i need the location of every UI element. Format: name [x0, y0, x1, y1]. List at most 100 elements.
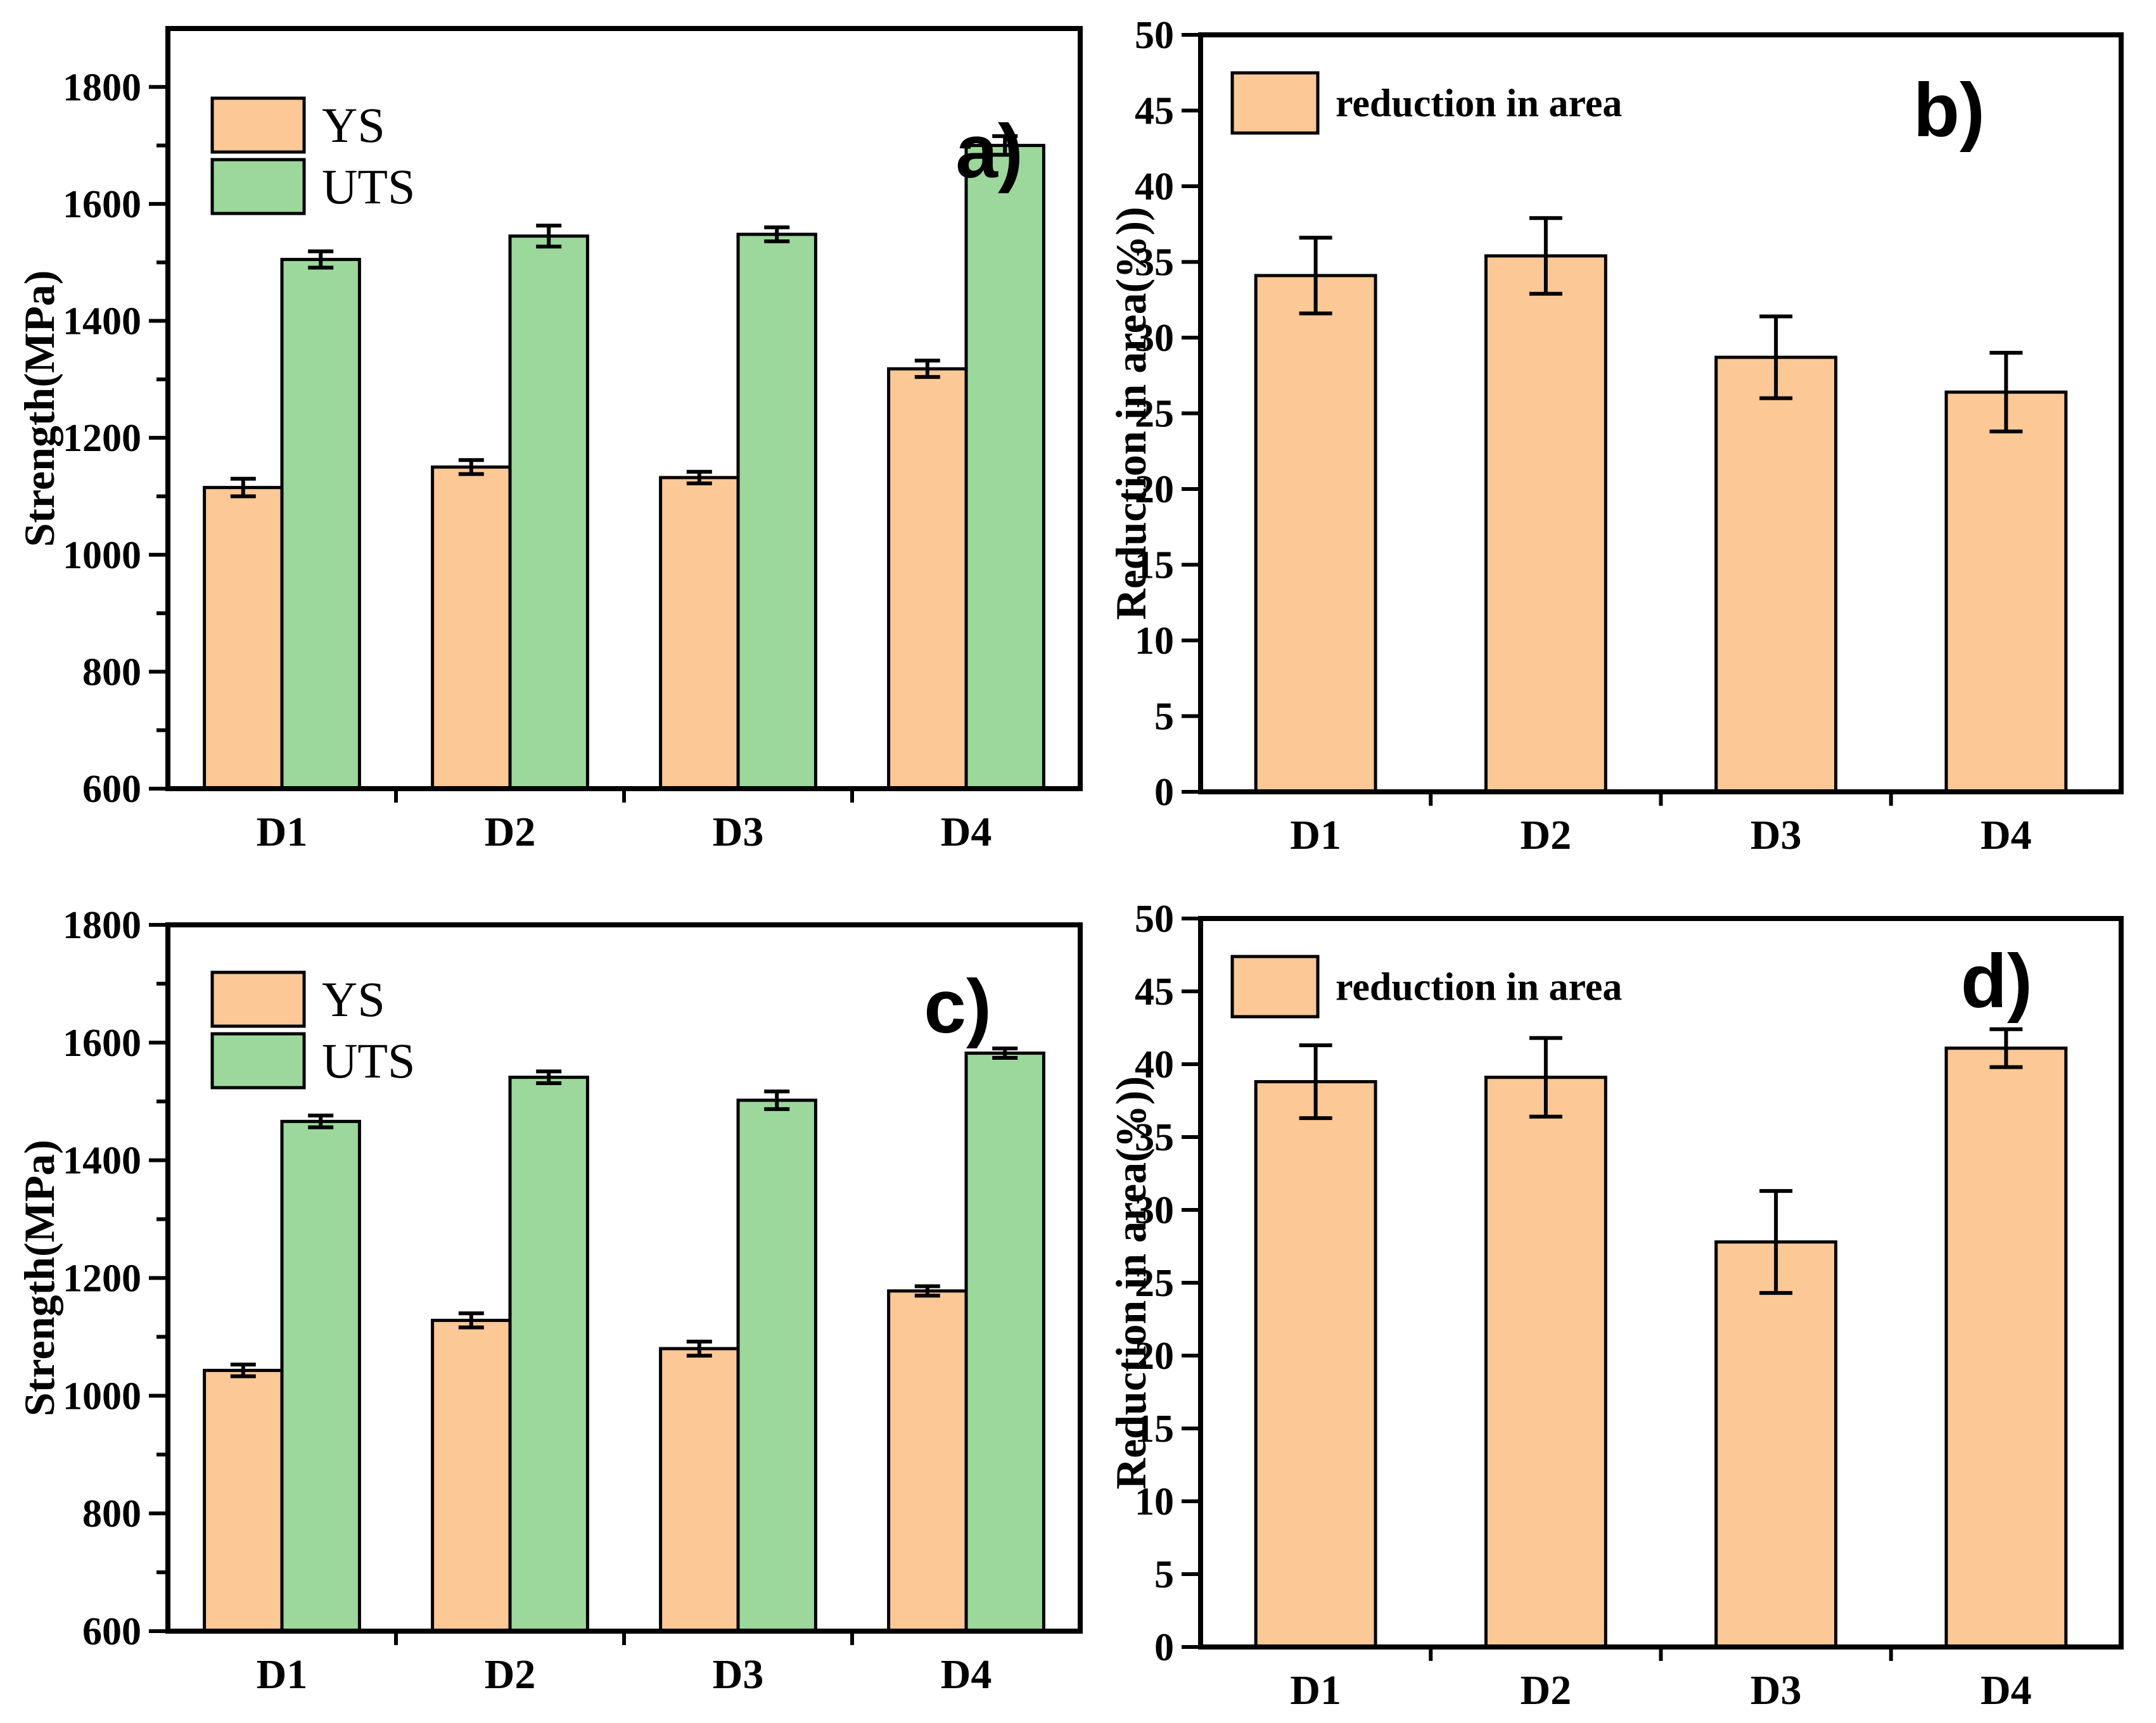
- bar-reduction-in-area-D2: [1484, 1076, 1607, 1649]
- y-tick-label-50: 50: [1135, 898, 1174, 941]
- y-axis-title: Reduction in area(%)): [1109, 207, 1155, 620]
- y-tick-label-15: 15: [1135, 1408, 1174, 1451]
- x-category-label-D1: D1: [1290, 1667, 1341, 1713]
- error-bar-reduction-in-area-D2: [1529, 1036, 1562, 1119]
- y-tick-label-45: 45: [1135, 970, 1174, 1014]
- chart-panel-d: D1 D2 D3 D4 0 5 10 15 20 25 30 35 40 45 50 Reduction in…: [1107, 862, 2156, 1720]
- panel-letter-d: d): [1961, 939, 2032, 1024]
- bars-group: [1254, 216, 2068, 794]
- bar-YS-D4: [887, 1289, 968, 1633]
- error-bar-YS-D4: [914, 359, 940, 379]
- x-category-label-D3: D3: [1751, 1667, 1802, 1713]
- x-category-label-D4: D4: [1981, 1667, 2032, 1713]
- y-axis-ticks: [1182, 917, 1201, 1649]
- error-bar-YS-D2: [458, 1311, 484, 1330]
- chart-svg-b: D1 D2 D3 D4 0 5 10 15 20 25 30 35 40 45 50 Reduction in…: [1107, 0, 2156, 862]
- chart-panel-a: D1 D2 D3 D4 600 800 1000 1200 1400 1600 1800 Streng…: [6, 0, 1109, 862]
- bar-YS-D3: [659, 476, 740, 791]
- legend: YS UTS: [210, 970, 415, 1090]
- error-bar-YS-D3: [686, 1339, 712, 1358]
- y-tick-label-600: 600: [82, 768, 141, 811]
- x-category-label-D4: D4: [941, 809, 992, 855]
- chart-panel-c: D1 D2 D3 D4 600 800 1000 1200 1400 1600 1800 Streng…: [6, 862, 1109, 1720]
- bar-YS-D1: [203, 1368, 284, 1633]
- legend-swatch-YS: [210, 970, 306, 1028]
- y-axis-title: Strength(MPa): [15, 1140, 63, 1416]
- bars-group: [1254, 1027, 2068, 1649]
- x-category-label-D2: D2: [485, 809, 536, 855]
- x-category-label-D4: D4: [1981, 812, 2032, 858]
- bar-reduction-in-area-D4: [1944, 390, 2068, 794]
- bar-YS-D2: [431, 1318, 512, 1633]
- y-tick-label-1600: 1600: [63, 1022, 141, 1065]
- chart-panel-b: D1 D2 D3 D4 0 5 10 15 20 25 30 35 40 45 50 Reduction in…: [1107, 0, 2156, 862]
- legend-label-reduction-in-area: reduction in area: [1336, 966, 1622, 1009]
- y-tick-label-20: 20: [1135, 468, 1174, 511]
- error-bar-YS-D1: [230, 1363, 256, 1378]
- y-axis-title: Strength(MPa): [15, 270, 63, 547]
- bar-reduction-in-area-D1: [1254, 274, 1377, 794]
- error-bar-UTS-D2: [536, 224, 562, 249]
- x-category-label-D4: D4: [941, 1651, 992, 1698]
- error-bar-UTS-D2: [536, 1069, 562, 1085]
- error-bar-UTS-D3: [764, 1089, 790, 1111]
- legend-swatch-reduction-in-area: [1230, 955, 1320, 1019]
- error-bar-YS-D2: [458, 458, 484, 476]
- error-bar-reduction-in-area-D3: [1759, 314, 1793, 400]
- y-tick-label-1800: 1800: [63, 904, 141, 947]
- x-category-label-D3: D3: [1751, 812, 1802, 858]
- y-tick-label-800: 800: [82, 1492, 141, 1535]
- legend-swatch-YS: [210, 96, 306, 154]
- bar-UTS-D3: [736, 232, 817, 791]
- plot-border: [1198, 32, 2124, 794]
- y-tick-label-10: 10: [1135, 1480, 1174, 1523]
- y-tick-label-20: 20: [1135, 1335, 1174, 1378]
- y-tick-label-800: 800: [82, 651, 141, 694]
- y-tick-label-30: 30: [1135, 1189, 1174, 1232]
- y-axis-title: Reduction in area(%)): [1109, 1076, 1155, 1489]
- y-tick-label-1400: 1400: [63, 300, 141, 343]
- bar-YS-D3: [659, 1347, 740, 1633]
- chart-svg-a: D1 D2 D3 D4 600 800 1000 1200 1400 1600 1800 Streng…: [6, 0, 1109, 862]
- bar-YS-D2: [431, 465, 512, 791]
- y-tick-label-1000: 1000: [63, 534, 141, 577]
- panel-letter-c: c): [924, 964, 992, 1049]
- bar-reduction-in-area-D3: [1714, 1240, 1838, 1649]
- panel-letter-b: b): [1913, 68, 1985, 153]
- x-category-label-D2: D2: [485, 1651, 536, 1698]
- error-bar-reduction-in-area-D1: [1299, 236, 1332, 315]
- y-tick-label-5: 5: [1154, 1553, 1174, 1596]
- y-axis-ticks: [1182, 33, 1201, 794]
- error-bar-YS-D1: [230, 476, 256, 499]
- bar-YS-D1: [203, 486, 284, 791]
- error-bar-YS-D4: [914, 1284, 940, 1298]
- y-tick-label-1600: 1600: [63, 183, 141, 226]
- legend-label-YS: YS: [322, 972, 385, 1027]
- bar-UTS-D2: [508, 234, 589, 791]
- y-tick-label-25: 25: [1135, 393, 1174, 436]
- error-bar-UTS-D4: [992, 134, 1018, 157]
- error-bar-UTS-D1: [308, 1114, 334, 1129]
- bars-group: [203, 134, 1045, 791]
- bar-YS-D4: [887, 367, 968, 791]
- bars-group: [203, 1046, 1045, 1633]
- error-bar-reduction-in-area-D2: [1529, 216, 1562, 296]
- chart-svg-d: D1 D2 D3 D4 0 5 10 15 20 25 30 35 40 45 50 Reduction in…: [1107, 862, 2156, 1720]
- y-tick-label-40: 40: [1135, 1043, 1174, 1086]
- x-category-label-D1: D1: [257, 1651, 308, 1698]
- bar-reduction-in-area-D4: [1944, 1046, 2068, 1649]
- bar-UTS-D1: [280, 258, 361, 791]
- bar-UTS-D1: [280, 1119, 361, 1633]
- legend: reduction in area: [1230, 71, 1622, 135]
- panel-letter-a: a): [955, 109, 1023, 194]
- legend-swatch-reduction-in-area: [1230, 71, 1320, 135]
- y-tick-label-15: 15: [1135, 544, 1174, 587]
- error-bar-YS-D3: [686, 469, 712, 486]
- bar-UTS-D3: [736, 1098, 817, 1633]
- plot-border: [1198, 916, 2124, 1650]
- y-tick-label-1400: 1400: [63, 1140, 141, 1183]
- y-tick-label-45: 45: [1135, 90, 1174, 133]
- y-tick-label-10: 10: [1135, 620, 1174, 663]
- plot-border: [165, 26, 1083, 791]
